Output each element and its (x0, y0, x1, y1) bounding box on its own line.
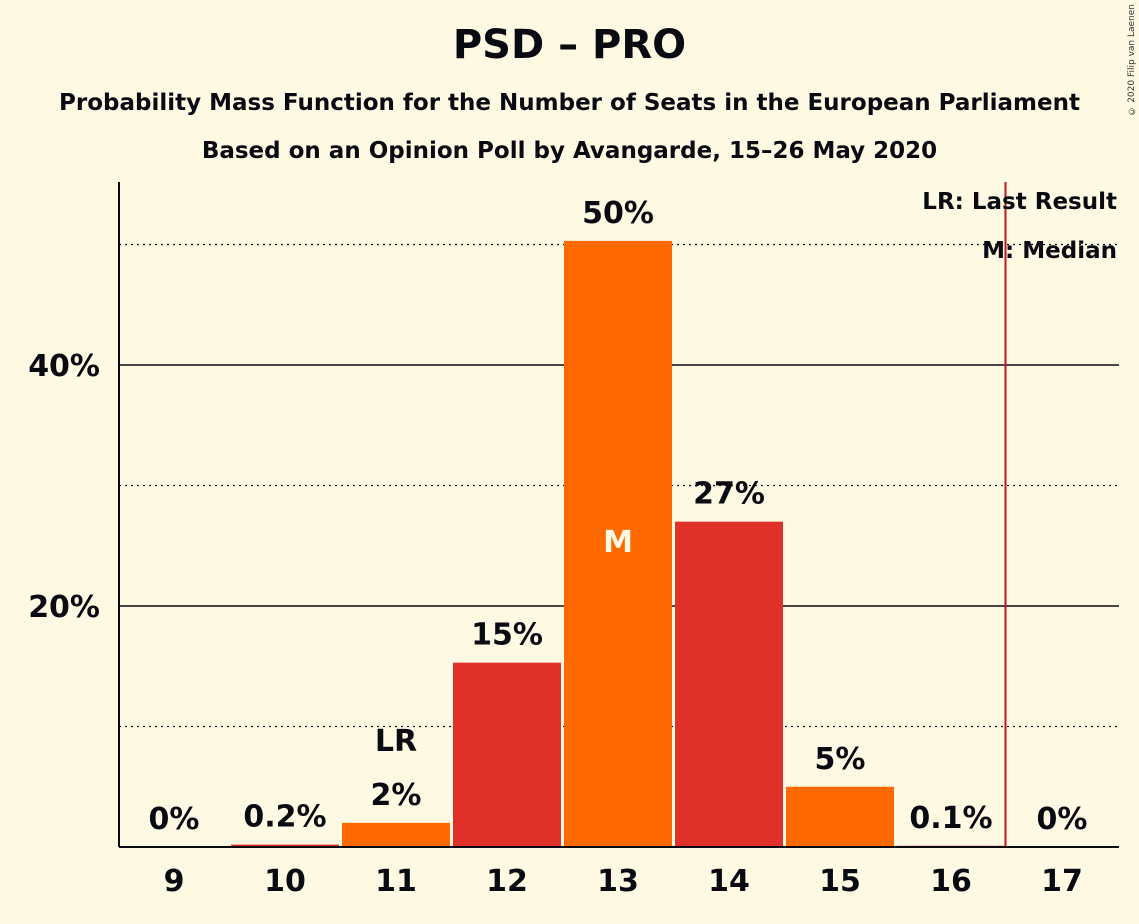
bar-15 (786, 786, 894, 847)
x-tick-label: 15 (819, 864, 861, 899)
data-label: 0% (149, 802, 200, 837)
bar-10 (231, 844, 339, 847)
chart-title: PSD – PRO (452, 22, 687, 68)
bar-14 (675, 521, 783, 847)
x-tick-label: 11 (375, 864, 417, 899)
x-tick-label: 12 (486, 864, 528, 899)
chart-subtitle: Probability Mass Function for the Number… (59, 90, 1080, 116)
legend-median: M: Median (982, 238, 1117, 264)
data-label: 5% (815, 742, 866, 777)
x-tick-label: 14 (708, 864, 750, 899)
x-tick-label: 16 (930, 864, 972, 899)
x-tick-label: 17 (1041, 864, 1083, 899)
x-tick-label: 13 (597, 864, 639, 899)
x-tick-label: 10 (264, 864, 306, 899)
data-label: 50% (582, 196, 654, 231)
last-result-label: LR (375, 724, 417, 759)
data-label: 2% (371, 778, 422, 813)
bar-13 (564, 240, 672, 847)
median-marker: M (603, 525, 633, 560)
x-tick-label: 9 (164, 864, 185, 899)
chart-source-line: Based on an Opinion Poll by Avangarde, 1… (201, 138, 938, 164)
data-label: 27% (693, 477, 765, 512)
y-tick-label: 20% (28, 590, 100, 625)
bar-12 (453, 662, 561, 847)
data-label: 15% (471, 618, 543, 653)
y-tick-label: 40% (28, 349, 100, 384)
data-label: 0.2% (243, 800, 326, 835)
data-label: 0% (1037, 802, 1088, 837)
legend-last-result: LR: Last Result (922, 189, 1117, 215)
data-label: 0.1% (909, 801, 992, 836)
bar-11 (342, 822, 450, 847)
